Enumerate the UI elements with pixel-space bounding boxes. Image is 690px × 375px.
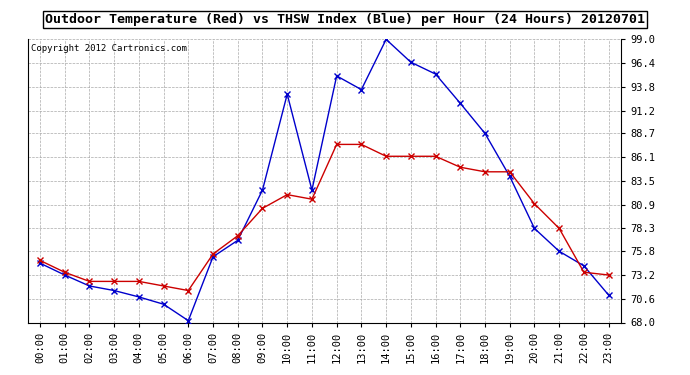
Text: Copyright 2012 Cartronics.com: Copyright 2012 Cartronics.com — [30, 44, 186, 52]
Text: Outdoor Temperature (Red) vs THSW Index (Blue) per Hour (24 Hours) 20120701: Outdoor Temperature (Red) vs THSW Index … — [45, 13, 645, 26]
